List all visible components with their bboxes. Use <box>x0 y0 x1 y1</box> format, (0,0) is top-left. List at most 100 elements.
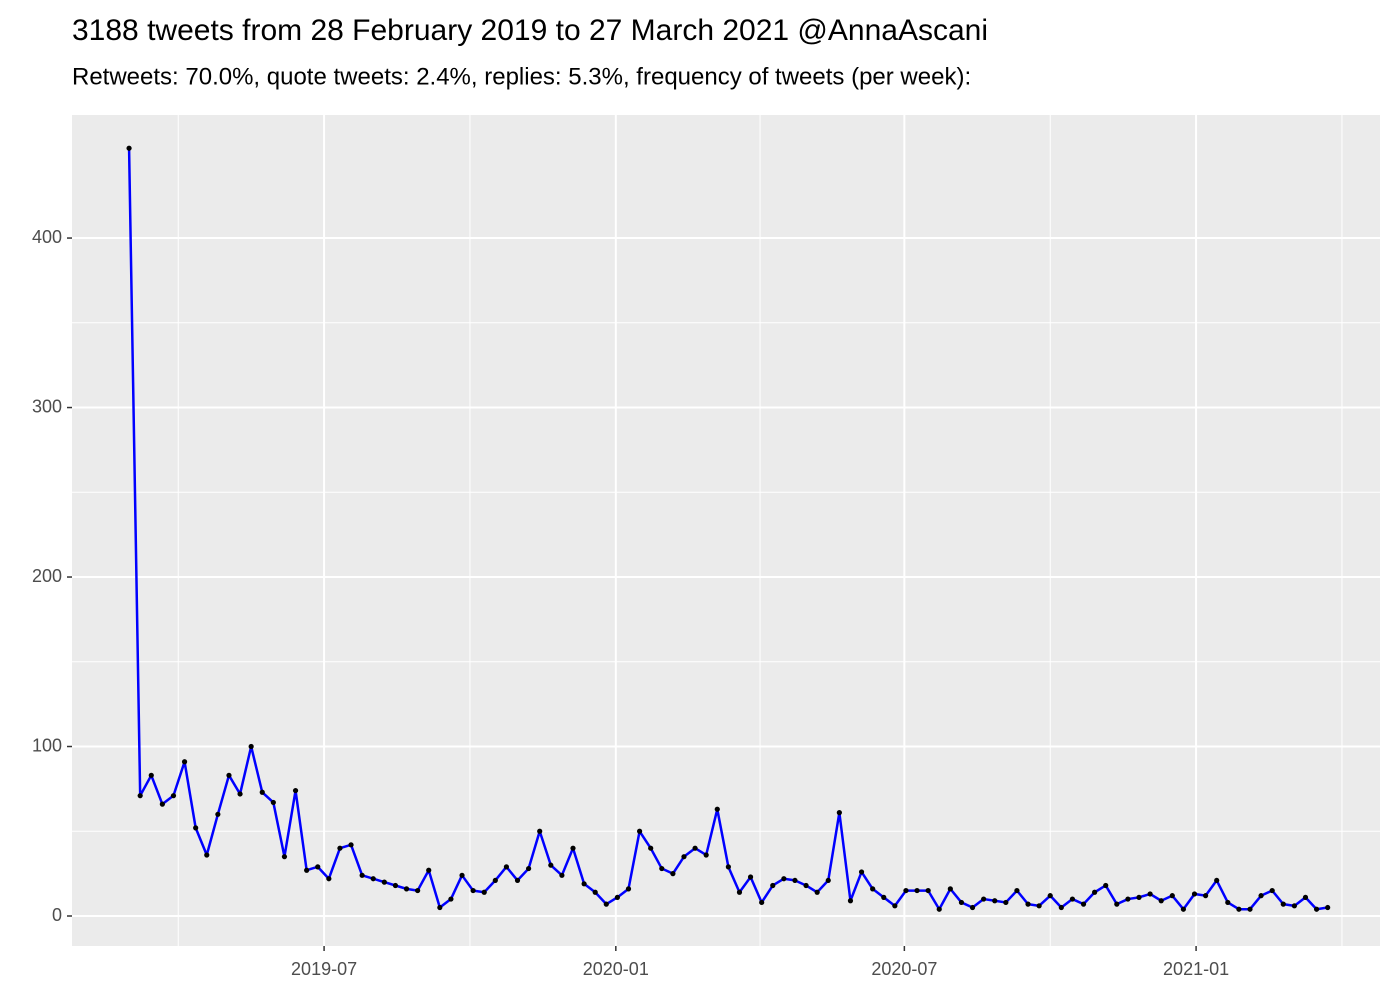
point <box>337 845 343 851</box>
point <box>481 889 487 895</box>
chart-title: 3188 tweets from 28 February 2019 to 27 … <box>72 14 988 47</box>
point <box>1280 901 1286 907</box>
point <box>670 871 676 877</box>
point <box>292 787 299 794</box>
point <box>1191 891 1198 897</box>
y-tick-label: 300 <box>32 396 62 416</box>
point <box>548 862 554 868</box>
point <box>1058 904 1064 911</box>
point <box>126 145 132 151</box>
point <box>381 879 387 885</box>
point <box>137 793 143 799</box>
point <box>1247 906 1253 912</box>
point <box>526 865 532 872</box>
point <box>514 877 521 884</box>
point <box>1047 893 1053 899</box>
point <box>736 889 743 895</box>
point <box>1203 893 1209 899</box>
point <box>226 772 232 778</box>
point <box>725 864 731 870</box>
point <box>858 869 865 875</box>
point <box>1313 906 1320 912</box>
point <box>648 845 654 851</box>
point <box>248 743 254 750</box>
point <box>714 806 720 812</box>
point <box>659 865 665 872</box>
y-tick-label: 100 <box>32 735 62 755</box>
point <box>348 842 354 848</box>
point <box>304 867 310 873</box>
point <box>614 894 620 900</box>
x-tick-label: 2020-07 <box>871 959 937 979</box>
point <box>459 872 465 878</box>
point <box>581 881 587 887</box>
point <box>1236 906 1242 912</box>
point <box>770 882 776 889</box>
point <box>903 887 909 894</box>
point <box>1025 901 1031 907</box>
point <box>403 886 410 892</box>
point <box>625 886 632 892</box>
point <box>537 828 543 834</box>
point <box>1136 894 1142 900</box>
point <box>747 874 754 880</box>
point <box>159 801 165 807</box>
point <box>470 887 476 894</box>
point <box>1092 889 1098 895</box>
point <box>947 886 953 892</box>
point <box>270 799 276 806</box>
plot-panel <box>72 115 1380 946</box>
y-tick-label: 400 <box>32 227 62 247</box>
point <box>870 886 876 892</box>
point <box>692 845 698 851</box>
point <box>326 876 332 882</box>
point <box>148 772 154 778</box>
point <box>193 825 199 831</box>
point <box>315 864 321 870</box>
point <box>1325 904 1331 911</box>
point <box>681 854 687 860</box>
point <box>825 877 831 884</box>
point <box>359 872 365 878</box>
y-tick-label: 200 <box>32 566 62 586</box>
point <box>392 882 399 889</box>
point <box>1180 906 1187 912</box>
point <box>415 887 421 894</box>
point <box>814 889 820 895</box>
point <box>1069 896 1076 902</box>
x-tick-label: 2021-01 <box>1163 959 1229 979</box>
point <box>592 889 598 895</box>
point <box>836 810 842 816</box>
point <box>370 876 376 882</box>
point <box>1103 882 1109 889</box>
point <box>559 872 565 878</box>
point <box>803 882 809 889</box>
point <box>492 877 498 884</box>
point <box>703 852 709 858</box>
point <box>992 898 998 904</box>
y-tick-label: 0 <box>52 905 62 925</box>
point <box>1214 877 1220 884</box>
point <box>603 901 609 907</box>
point <box>969 904 976 911</box>
point <box>281 854 288 860</box>
point <box>448 896 454 902</box>
point <box>1014 887 1020 894</box>
point <box>259 789 265 795</box>
point <box>792 877 798 884</box>
point <box>1269 887 1275 894</box>
point <box>914 887 920 894</box>
point <box>1125 896 1131 902</box>
point <box>181 759 188 765</box>
point <box>1114 901 1120 907</box>
point <box>570 845 576 851</box>
point <box>1147 891 1153 897</box>
point <box>237 791 243 797</box>
point <box>1080 901 1087 907</box>
x-tick-label: 2019-07 <box>291 959 357 979</box>
point <box>426 867 432 873</box>
point <box>503 864 510 870</box>
point <box>1158 898 1164 904</box>
point <box>1258 893 1264 899</box>
